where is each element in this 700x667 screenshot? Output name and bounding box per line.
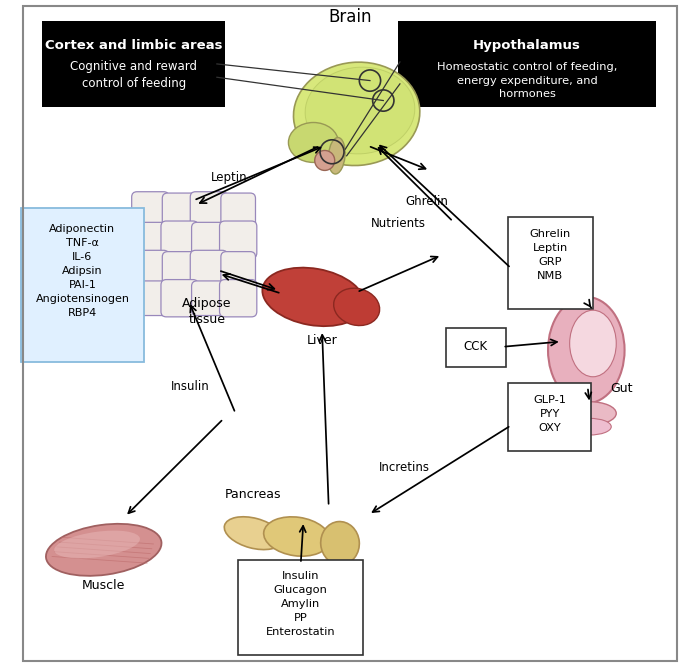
Text: Insulin
Glucagon
Amylin
PP
Enterostatin: Insulin Glucagon Amylin PP Enterostatin	[266, 571, 335, 637]
Text: Cognitive and reward
control of feeding: Cognitive and reward control of feeding	[70, 60, 197, 91]
FancyBboxPatch shape	[133, 222, 167, 257]
FancyBboxPatch shape	[221, 193, 255, 227]
FancyBboxPatch shape	[133, 281, 167, 315]
Ellipse shape	[224, 517, 283, 550]
FancyBboxPatch shape	[220, 279, 257, 317]
Ellipse shape	[262, 267, 365, 326]
Text: Cortex and limbic areas: Cortex and limbic areas	[45, 39, 223, 53]
Ellipse shape	[334, 288, 379, 325]
Ellipse shape	[46, 524, 162, 576]
Ellipse shape	[315, 151, 335, 171]
Ellipse shape	[568, 418, 611, 435]
Ellipse shape	[293, 62, 420, 165]
FancyBboxPatch shape	[190, 191, 228, 229]
FancyBboxPatch shape	[162, 251, 197, 286]
FancyBboxPatch shape	[220, 221, 257, 258]
Text: Leptin: Leptin	[211, 171, 247, 183]
Text: Muscle: Muscle	[82, 578, 125, 592]
Ellipse shape	[54, 531, 140, 558]
FancyBboxPatch shape	[132, 250, 169, 287]
Text: Homeostatic control of feeding,
energy expenditure, and
hormones: Homeostatic control of feeding, energy e…	[437, 62, 617, 99]
Text: Incretins: Incretins	[379, 462, 430, 474]
FancyBboxPatch shape	[446, 328, 506, 367]
Text: Brain: Brain	[328, 8, 372, 26]
Text: Gut: Gut	[610, 382, 633, 395]
FancyBboxPatch shape	[398, 21, 656, 107]
FancyBboxPatch shape	[161, 221, 198, 258]
Text: Adiponectin
TNF-α
IL-6
Adipsin
PAI-1
Angiotensinogen
RBP4: Adiponectin TNF-α IL-6 Adipsin PAI-1 Ang…	[36, 223, 130, 317]
FancyBboxPatch shape	[132, 191, 169, 229]
Ellipse shape	[264, 517, 330, 556]
Text: Hypothalamus: Hypothalamus	[473, 39, 581, 53]
Ellipse shape	[328, 137, 345, 174]
FancyBboxPatch shape	[161, 279, 198, 317]
FancyBboxPatch shape	[162, 193, 197, 227]
FancyBboxPatch shape	[221, 251, 255, 286]
FancyBboxPatch shape	[20, 207, 144, 362]
Text: Liver: Liver	[307, 334, 337, 347]
Ellipse shape	[548, 297, 624, 404]
Text: Adipose
tissue: Adipose tissue	[182, 297, 232, 326]
Text: GLP-1
PYY
OXY: GLP-1 PYY OXY	[533, 396, 566, 434]
Text: Nutrients: Nutrients	[370, 217, 426, 229]
Text: Ghrelin: Ghrelin	[405, 195, 448, 208]
Text: Insulin: Insulin	[171, 380, 209, 394]
Text: CCK: CCK	[463, 340, 488, 354]
Ellipse shape	[563, 402, 616, 425]
FancyBboxPatch shape	[508, 217, 593, 309]
Ellipse shape	[288, 123, 338, 163]
Ellipse shape	[305, 67, 415, 154]
FancyBboxPatch shape	[192, 281, 226, 315]
Text: Pancreas: Pancreas	[225, 488, 281, 501]
Text: Ghrelin
Leptin
GRP
NMB: Ghrelin Leptin GRP NMB	[530, 229, 571, 281]
Ellipse shape	[321, 522, 359, 565]
FancyBboxPatch shape	[190, 250, 228, 287]
FancyBboxPatch shape	[238, 560, 363, 655]
Ellipse shape	[570, 310, 616, 377]
FancyBboxPatch shape	[508, 384, 591, 452]
FancyBboxPatch shape	[42, 21, 225, 107]
FancyBboxPatch shape	[192, 222, 226, 257]
